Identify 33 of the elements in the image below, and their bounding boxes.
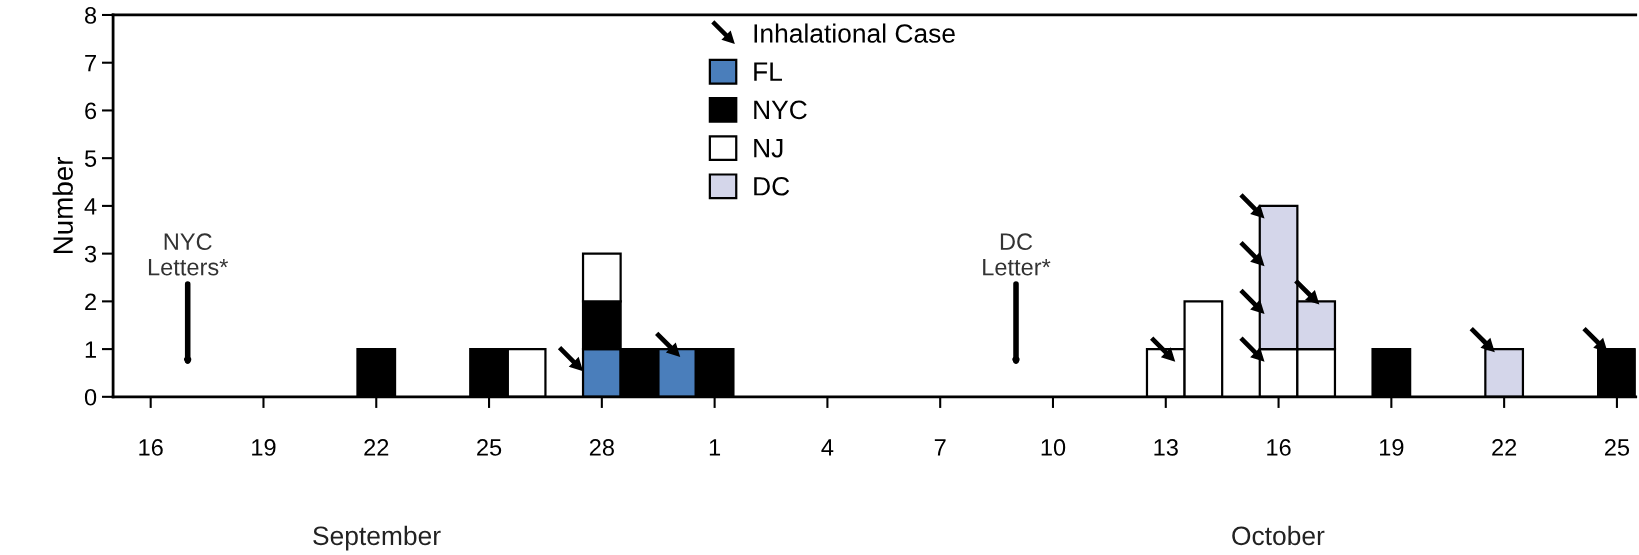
x-tick-label: 7 (934, 439, 946, 456)
x-tick-label: 22 (364, 439, 389, 456)
legend-label: Inhalational Case (754, 23, 955, 43)
x-tick-label: 25 (1604, 439, 1630, 456)
x-tick-label: 16 (1267, 439, 1291, 456)
y-tick-label: 3 (84, 245, 97, 263)
x-tick-label: 16 (139, 439, 163, 456)
y-tick-label: 2 (85, 293, 96, 310)
y-tick-label: 5 (84, 150, 97, 167)
text: September (313, 525, 441, 551)
annotation: NYC Letters* (148, 233, 229, 276)
y-tick-label: 6 (85, 102, 97, 120)
legend-label: FL (754, 62, 782, 81)
y-tick-label: 0 (84, 388, 97, 406)
y-axis-title: Number (52, 156, 73, 254)
text: October (1232, 525, 1325, 546)
x-tick-label: 13 (1154, 439, 1178, 456)
y-tick-label: 7 (85, 55, 96, 72)
x-tick-label: 4 (821, 439, 834, 456)
x-tick-label: 1 (709, 439, 721, 456)
legend-label: DC (754, 176, 790, 196)
legend-label: NYC (754, 100, 807, 120)
y-tick-label: 8 (85, 7, 97, 24)
x-tick-label: 28 (589, 439, 614, 456)
y-tick-label: 4 (84, 198, 97, 215)
x-tick-label: 22 (1492, 439, 1517, 456)
y-tick-label: 1 (85, 341, 96, 358)
legend-label: NJ (754, 139, 783, 158)
x-tick-label: 10 (1041, 439, 1066, 456)
x-tick-label: 25 (477, 439, 502, 456)
x-tick-label: 19 (1380, 439, 1404, 456)
x-tick-label: 19 (252, 439, 276, 456)
annotation: DC Letter* (983, 233, 1051, 276)
